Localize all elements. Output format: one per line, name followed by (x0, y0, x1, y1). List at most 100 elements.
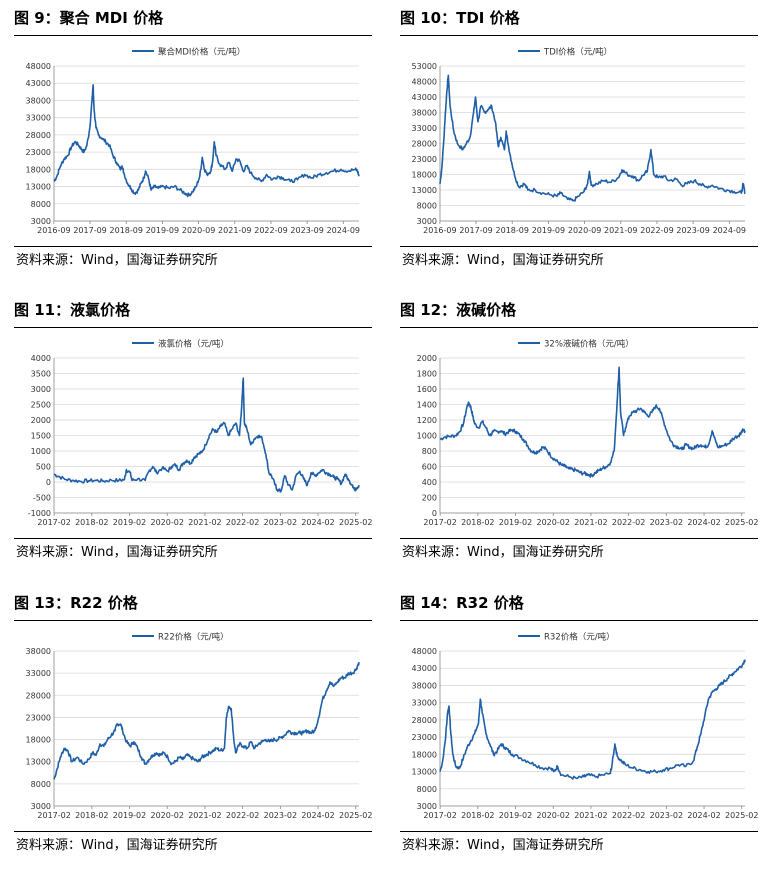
legend-label: 聚合MDI价格（元/吨） (158, 47, 245, 58)
source-note: 资料来源：Wind，国海证券研究所 (402, 253, 604, 268)
y-tick-label: 2000 (417, 354, 437, 363)
y-tick-label: 13000 (412, 186, 437, 195)
x-tick-label: 2018-02 (461, 518, 494, 527)
x-tick-label: 2024-02 (301, 811, 334, 820)
y-tick-label: 4000 (31, 354, 51, 363)
y-tick-label: 8000 (31, 200, 51, 209)
y-tick-label: 8000 (417, 202, 437, 211)
x-tick-label: 2024-02 (687, 811, 720, 820)
y-tick-label: 1600 (417, 385, 437, 394)
chart-title: 图 12：液碱价格 (400, 301, 517, 319)
divider (400, 831, 758, 832)
divider (400, 35, 758, 36)
panel-caustic: 图 12：液碱价格 32%液碱价格（元/吨） 0 200 400 600 800 1000 1… (400, 300, 770, 562)
divider (14, 246, 372, 247)
series-line (53, 661, 360, 780)
y-tick-label: 1500 (31, 432, 51, 441)
y-tick-label: 53000 (412, 62, 437, 71)
y-tick-label: 1400 (417, 401, 437, 410)
x-tick-label: 2024-09 (713, 226, 746, 235)
divider (14, 35, 372, 36)
legend-label: TDI价格（元/吨） (543, 47, 612, 58)
y-tick-label: 1000 (31, 447, 51, 456)
divider (14, 831, 372, 832)
y-tick-label: 0 (46, 478, 51, 487)
chart-svg: R22价格（元/吨） 3000 8000 13000 18000 23000 28000 33… (26, 632, 373, 821)
legend-label: 液氯价格（元/吨） (158, 339, 229, 350)
x-tick-label: 2020-02 (151, 811, 184, 820)
y-tick-label: 2000 (31, 416, 51, 425)
y-tick-label: 8000 (417, 785, 437, 794)
x-tick-label: 2021-09 (604, 226, 637, 235)
x-tick-label: 2022-09 (254, 226, 287, 235)
source-note: 资料来源：Wind，国海证券研究所 (16, 838, 218, 853)
x-tick-label: 2025-02 (339, 811, 372, 820)
y-tick-label: 0 (432, 509, 437, 518)
y-tick-label: 48000 (412, 647, 437, 656)
x-tick-label: 2018-02 (75, 518, 108, 527)
y-tick-label: 18000 (26, 165, 51, 174)
x-tick-label: 2023-09 (676, 226, 709, 235)
x-tick-label: 2023-09 (290, 226, 323, 235)
x-tick-label: 2019-09 (532, 226, 565, 235)
series-line (53, 377, 360, 493)
x-tick-label: 2023-02 (650, 811, 683, 820)
x-tick-label: 2025-02 (339, 518, 372, 527)
x-tick-label: 2018-02 (75, 811, 108, 820)
y-tick-label: 13000 (412, 768, 437, 777)
legend-label: R22价格（元/吨） (158, 632, 229, 643)
x-tick-label: 2022-02 (612, 518, 645, 527)
series-line (439, 74, 746, 202)
y-tick-label: 23000 (412, 155, 437, 164)
y-tick-label: 200 (422, 494, 437, 503)
y-tick-label: 3000 (417, 802, 437, 811)
y-tick-label: 23000 (26, 148, 51, 157)
chart-svg: R32价格（元/吨） 3000 8000 13000 18000 23000 28000 33… (412, 632, 759, 821)
y-tick-label: 48000 (412, 78, 437, 87)
divider (14, 620, 372, 621)
y-tick-label: 38000 (26, 647, 51, 656)
y-tick-label: -500 (33, 494, 51, 503)
x-tick-label: 2024-09 (327, 226, 360, 235)
x-tick-label: 2020-02 (537, 811, 570, 820)
x-tick-label: 2019-02 (113, 811, 146, 820)
divider (400, 327, 758, 328)
y-tick-label: 3000 (31, 385, 51, 394)
y-tick-label: 18000 (412, 750, 437, 759)
y-tick-label: 43000 (412, 664, 437, 673)
x-tick-label: 2017-02 (37, 811, 70, 820)
y-tick-label: 23000 (412, 733, 437, 742)
y-tick-label: 33000 (26, 669, 51, 678)
x-tick-label: 2022-02 (612, 811, 645, 820)
y-tick-label: 800 (422, 447, 437, 456)
x-tick-label: 2018-09 (110, 226, 143, 235)
y-tick-label: 600 (422, 463, 437, 472)
x-tick-label: 2022-02 (226, 518, 259, 527)
series-line (53, 84, 360, 198)
y-tick-label: 23000 (26, 713, 51, 722)
x-tick-label: 2019-09 (146, 226, 179, 235)
y-tick-label: 1000 (417, 432, 437, 441)
y-tick-label: 18000 (26, 736, 51, 745)
x-tick-label: 2022-09 (640, 226, 673, 235)
y-tick-label: 8000 (31, 780, 51, 789)
x-tick-label: 2018-09 (496, 226, 529, 235)
panel-chlorine: 图 11：液氯价格 液氯价格（元/吨） -1000 -500 0 500 1000 1500… (14, 300, 384, 562)
y-tick-label: 28000 (26, 691, 51, 700)
y-tick-label: 18000 (412, 171, 437, 180)
x-tick-label: 2023-02 (264, 518, 297, 527)
chart-svg: 聚合MDI价格（元/吨） 3000 8000 13000 18000 23000 28000… (26, 47, 360, 236)
chart-title: 图 11：液氯价格 (14, 301, 131, 319)
x-tick-label: 2018-02 (461, 811, 494, 820)
divider (400, 620, 758, 621)
x-tick-label: 2021-02 (188, 811, 221, 820)
chart-svg: 液氯价格（元/吨） -1000 -500 0 500 1000 1500 2000 2500 30… (28, 339, 373, 528)
y-tick-label: 33000 (26, 114, 51, 123)
x-tick-label: 2021-02 (574, 811, 607, 820)
divider (400, 538, 758, 539)
y-tick-label: 1200 (417, 416, 437, 425)
chart-svg: 32%液碱价格（元/吨） 0 200 400 600 800 1000 1200 1400 160… (417, 339, 759, 528)
chart-svg: TDI价格（元/吨） 3000 8000 13000 18000 23000 28000 33… (412, 47, 746, 236)
divider (14, 327, 372, 328)
series-line (439, 366, 746, 478)
